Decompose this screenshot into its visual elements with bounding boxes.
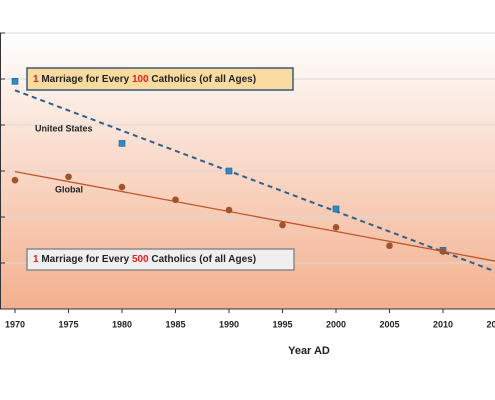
point [118,140,126,147]
x-tick-label: 1970 [5,319,25,329]
annotation-part: 100 [132,74,149,85]
annotation-part: 1 [33,254,39,265]
x-tick-label: 1980 [112,319,132,329]
x-tick-label: 1990 [219,319,239,329]
point [11,176,19,184]
trendline [14,89,495,273]
annotation-part: 1 [33,74,39,85]
point [225,206,233,214]
series-label: United States [35,123,93,133]
series-label: Global [55,184,83,194]
point [11,78,19,85]
annotation-box [26,248,295,271]
point [172,196,179,204]
annotation-part: Marriage for Every [39,254,132,265]
point [118,183,126,191]
x-tick-label: 1985 [165,319,185,329]
annotation: 1 Marriage for Every 500 Catholics (of a… [33,254,256,265]
annotation-box [26,67,294,91]
x-tick-label: 2005 [379,319,399,329]
annotation-part: Catholics (of all Ages) [149,74,256,85]
point [439,248,447,255]
annotation-part: Catholics (of all Ages) [149,254,256,265]
annotation-part: 500 [132,254,149,265]
x-tick-label: 2000 [326,319,346,329]
point [225,167,233,175]
point [332,224,340,231]
annotation: 1 Marriage for Every 100 Catholics (of a… [33,74,256,85]
point [332,205,340,213]
x-tick-label: 1975 [58,319,78,329]
annotation-part: Marriage for Every [39,74,132,85]
point [65,173,72,181]
x-tick-label: 2015 [486,319,495,329]
x-tick-label: 2010 [433,319,453,329]
trendline [14,170,495,262]
x-tick-label: 1995 [272,319,292,329]
x-axis-label: Year AD [288,345,330,357]
point [279,221,286,229]
point [386,242,393,250]
